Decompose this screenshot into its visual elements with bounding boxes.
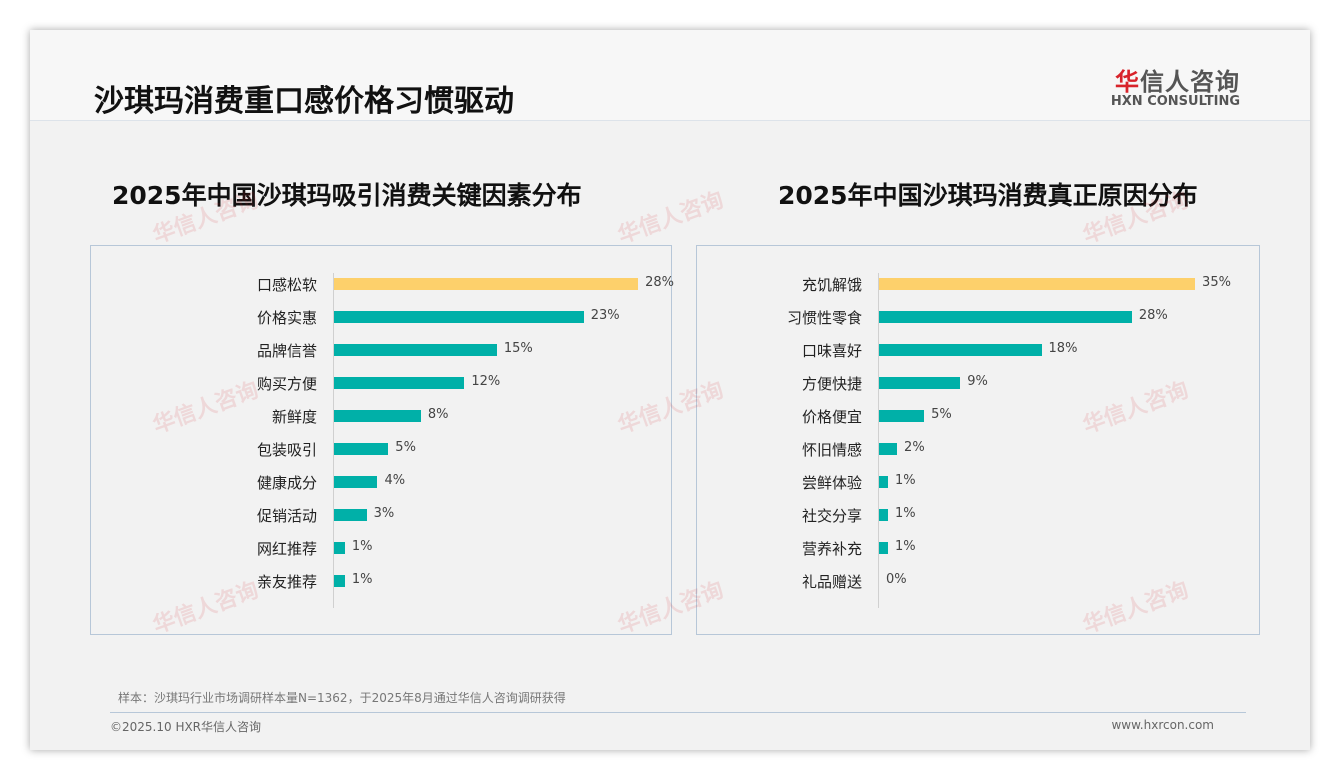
bar bbox=[334, 377, 465, 389]
category-label: 价格实惠 bbox=[256, 309, 317, 327]
slide: 沙琪玛消费重口感价格习惯驱动 华信人咨询 HXN CONSULTING 2025… bbox=[30, 30, 1310, 750]
data-label: 8% bbox=[427, 407, 449, 422]
bar bbox=[879, 311, 1132, 323]
data-label: 28% bbox=[645, 275, 674, 290]
category-label: 充饥解饿 bbox=[801, 276, 862, 294]
data-label: 28% bbox=[1138, 308, 1168, 323]
bar bbox=[879, 278, 1196, 290]
logo: 华信人咨询 bbox=[1115, 62, 1240, 97]
category-label: 品牌信誉 bbox=[256, 342, 317, 360]
bar bbox=[334, 575, 345, 587]
bar bbox=[879, 509, 889, 521]
logo-red: 华 bbox=[1115, 68, 1140, 96]
category-label: 亲友推荐 bbox=[256, 573, 317, 591]
category-label: 健康成分 bbox=[256, 474, 317, 492]
data-label: 2% bbox=[904, 440, 925, 455]
bar bbox=[879, 476, 889, 488]
category-label: 尝鲜体验 bbox=[801, 474, 862, 492]
category-label: 社交分享 bbox=[801, 507, 862, 525]
data-label: 9% bbox=[967, 374, 988, 389]
bar bbox=[334, 410, 421, 422]
category-label: 礼品赠送 bbox=[801, 573, 862, 591]
data-label: 1% bbox=[351, 572, 373, 587]
logo-cn: 信人咨询 bbox=[1140, 68, 1240, 96]
category-label: 口味喜好 bbox=[801, 342, 862, 360]
data-label: 1% bbox=[895, 473, 916, 488]
data-label: 1% bbox=[895, 539, 916, 554]
category-label: 怀旧情感 bbox=[801, 441, 862, 459]
data-label: 5% bbox=[931, 407, 952, 422]
bar bbox=[334, 443, 389, 455]
category-label: 网红推荐 bbox=[256, 540, 317, 558]
data-label: 3% bbox=[373, 506, 395, 521]
category-label: 营养补充 bbox=[801, 540, 862, 558]
category-label: 新鲜度 bbox=[271, 408, 317, 426]
watermark: 华信人咨询 bbox=[614, 187, 727, 249]
chart-panel-left: 口感松软 28% 价格实惠 23% 品牌信誉 15% 购买方便 12% 新鲜度 8% 包装吸引 5% 健… bbox=[90, 245, 674, 635]
category-label: 方便快捷 bbox=[801, 375, 862, 393]
data-label: 1% bbox=[895, 506, 916, 521]
bar bbox=[334, 311, 584, 323]
category-label: 包装吸引 bbox=[256, 441, 317, 459]
bar bbox=[334, 278, 639, 290]
sample-note: 样本：沙琪玛行业市场调研样本量N=1362，于2025年8月通过华信人咨询调研获… bbox=[118, 691, 566, 705]
data-label: 12% bbox=[471, 374, 501, 389]
chart-panel-right: 充饥解饿 35% 习惯性零食 28% 口味喜好 18% 方便快捷 9% 价格便宜 5% 怀旧情感 2%… bbox=[696, 245, 1260, 635]
website-link[interactable]: www.hxrcon.com bbox=[1111, 718, 1214, 732]
chart-title-right: 2025年中国沙琪玛消费真正原因分布 bbox=[778, 181, 1198, 210]
data-label: 15% bbox=[503, 341, 533, 356]
bar bbox=[334, 509, 367, 521]
bar bbox=[879, 443, 898, 455]
bar bbox=[334, 542, 345, 554]
data-label: 5% bbox=[395, 440, 416, 455]
data-label: 1% bbox=[351, 539, 373, 554]
category-label: 口感松软 bbox=[256, 276, 317, 294]
bar bbox=[334, 476, 378, 488]
bar bbox=[879, 542, 889, 554]
data-label: 23% bbox=[590, 308, 620, 323]
bar bbox=[879, 344, 1042, 356]
data-label: 18% bbox=[1048, 341, 1078, 356]
logo-en: HXN CONSULTING bbox=[1110, 94, 1240, 109]
category-label: 促销活动 bbox=[256, 507, 317, 525]
data-label: 35% bbox=[1202, 275, 1231, 290]
bar bbox=[334, 344, 497, 356]
footer-divider bbox=[110, 712, 1246, 713]
header: 沙琪玛消费重口感价格习惯驱动 华信人咨询 HXN CONSULTING bbox=[30, 30, 1310, 121]
category-label: 价格便宜 bbox=[801, 408, 862, 426]
category-label: 习惯性零食 bbox=[786, 309, 862, 327]
bar bbox=[879, 410, 925, 422]
category-label: 购买方便 bbox=[256, 375, 317, 393]
copyright: ©2025.10 HXR华信人咨询 bbox=[110, 720, 262, 734]
chart-title-left: 2025年中国沙琪玛吸引消费关键因素分布 bbox=[112, 181, 582, 210]
data-label: 4% bbox=[384, 473, 406, 488]
page-title: 沙琪玛消费重口感价格习惯驱动 bbox=[94, 84, 514, 119]
bar bbox=[879, 377, 961, 389]
data-label: 0% bbox=[886, 572, 907, 587]
